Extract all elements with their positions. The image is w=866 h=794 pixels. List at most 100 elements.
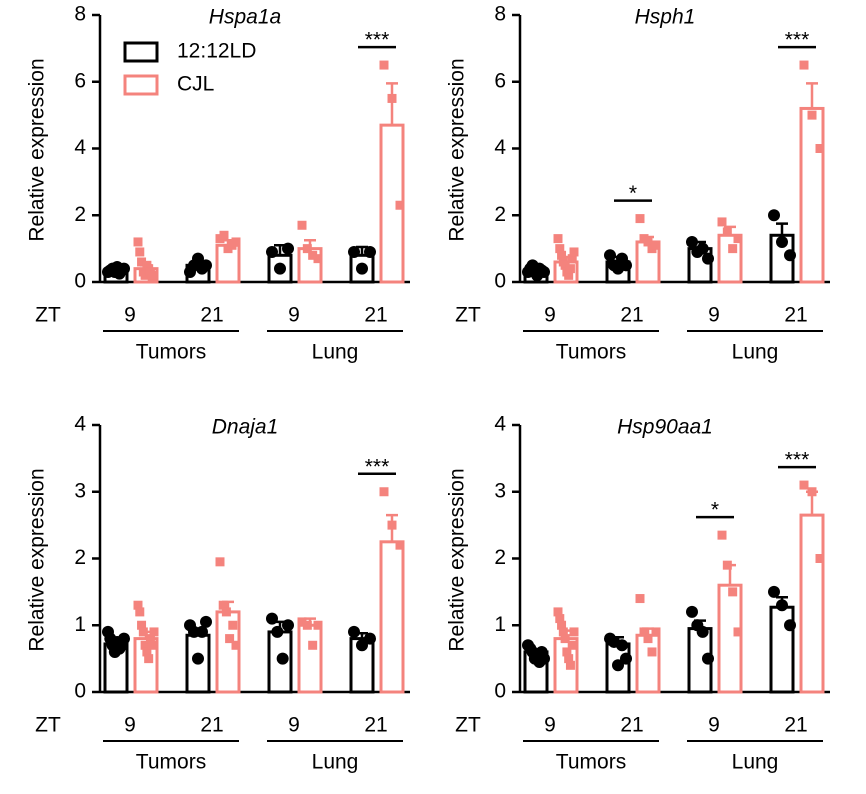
data-point <box>356 262 368 275</box>
data-point <box>799 60 809 70</box>
data-point <box>562 647 572 657</box>
significance: * <box>711 499 719 522</box>
x-tick-label: 9 <box>544 714 556 737</box>
group-label: Tumors <box>136 751 206 774</box>
bar <box>297 623 323 694</box>
significance: * <box>629 182 637 205</box>
x-tick-label: 9 <box>288 304 300 327</box>
data-point <box>555 614 565 624</box>
data-point <box>620 259 632 272</box>
data-point <box>364 632 376 645</box>
data-point <box>560 634 570 644</box>
data-point <box>702 652 714 665</box>
x-tick-label: 21 <box>784 714 807 737</box>
x-tick-label: 9 <box>708 304 720 327</box>
data-point <box>815 554 825 563</box>
data-point <box>768 585 780 598</box>
data-point <box>149 627 159 637</box>
data-point <box>553 607 563 617</box>
data-point <box>282 242 294 255</box>
x-tick-label: 9 <box>124 714 136 737</box>
data-point <box>364 245 376 258</box>
data-point <box>564 270 574 280</box>
data-point <box>807 487 817 497</box>
data-point <box>686 605 698 618</box>
y-tick-label: 4 <box>74 413 86 436</box>
data-point <box>379 487 389 497</box>
data-point <box>647 647 657 657</box>
y-tick-label: 6 <box>74 69 86 92</box>
data-point <box>620 652 632 665</box>
data-point <box>276 652 289 665</box>
data-point <box>538 265 550 278</box>
y-tick-label: 2 <box>494 203 506 226</box>
x-tick-label: 21 <box>784 304 807 327</box>
y-tick-label: 0 <box>494 270 506 293</box>
data-point <box>274 262 286 275</box>
legend-swatch <box>123 41 159 63</box>
panel: Hspa1a Relative expression 0 2 4 6 8 ZT 9 21 9 21 Tu… <box>26 3 410 364</box>
data-point <box>395 540 405 550</box>
significance: *** <box>365 455 390 478</box>
data-point <box>140 640 150 650</box>
data-point <box>567 254 577 264</box>
data-point <box>135 607 145 617</box>
group-label: Lung <box>732 751 779 774</box>
group-label: Lung <box>312 751 359 774</box>
y-tick-label: 4 <box>494 413 506 436</box>
data-point <box>815 144 825 153</box>
data-point <box>635 594 645 604</box>
data-point <box>807 110 817 120</box>
x-prefix: ZT <box>35 714 61 737</box>
bar <box>799 513 825 694</box>
data-point <box>308 640 318 650</box>
y-tick-label: 2 <box>74 546 86 569</box>
x-tick-label: 21 <box>620 714 643 737</box>
data-point <box>348 625 360 638</box>
data-point <box>282 619 294 632</box>
bar <box>717 583 743 694</box>
data-point <box>776 235 788 248</box>
data-point <box>768 209 780 222</box>
legend-label: CJL <box>177 73 214 96</box>
data-point <box>135 247 145 257</box>
y-axis-label: Relative expression <box>446 468 469 651</box>
data-point <box>560 260 570 270</box>
x-tick-label: 21 <box>200 714 223 737</box>
x-prefix: ZT <box>455 714 481 737</box>
data-point <box>149 270 159 280</box>
data-point <box>118 632 130 645</box>
data-point <box>228 620 238 630</box>
x-tick-label: 21 <box>620 304 643 327</box>
data-point <box>137 257 147 267</box>
y-tick-label: 2 <box>74 203 86 226</box>
data-point <box>565 660 575 670</box>
data-point <box>728 244 738 254</box>
bar <box>379 540 405 694</box>
data-point <box>387 93 397 103</box>
bar <box>635 633 661 694</box>
y-tick-label: 2 <box>494 546 506 569</box>
data-point <box>192 252 204 265</box>
data-point <box>266 612 278 625</box>
data-point <box>612 659 624 672</box>
y-tick-label: 4 <box>494 136 506 159</box>
data-point <box>196 625 208 638</box>
data-point <box>799 480 809 490</box>
y-tick-label: 8 <box>494 3 506 26</box>
data-point <box>639 627 649 637</box>
data-point <box>142 647 152 657</box>
data-point <box>717 530 727 540</box>
y-tick-label: 1 <box>494 613 506 636</box>
x-prefix: ZT <box>455 304 481 327</box>
bar <box>799 106 825 284</box>
data-point <box>702 252 714 265</box>
data-point <box>379 60 389 70</box>
data-point <box>717 217 727 227</box>
data-point <box>231 237 241 247</box>
data-point <box>297 617 307 627</box>
data-point <box>538 652 550 665</box>
data-point <box>356 639 368 652</box>
chart-title: Hsph1 <box>635 6 696 29</box>
group-label: Tumors <box>556 341 626 364</box>
